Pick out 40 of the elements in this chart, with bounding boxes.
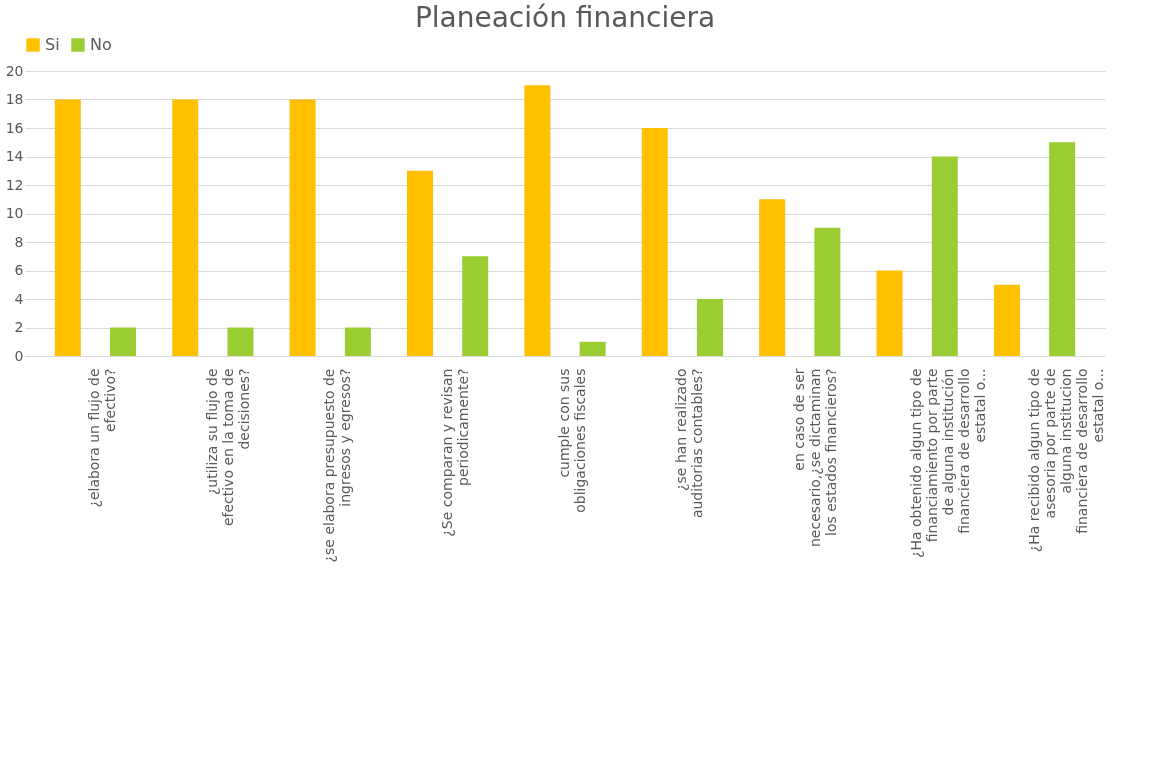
x-tick-label: ¿Ha obtenido algun tipo de financiamiento por parte de alguna institución financiera de desarrollo estatal o... — [908, 368, 989, 559]
x-tick-label: ¿se han realizado auditorias contables? — [673, 368, 706, 519]
bar — [227, 327, 254, 356]
chart-title: Planeación financiera — [414, 1, 716, 34]
bar — [814, 227, 841, 356]
x-tick-label: en caso de ser necesario,¿se dictaminan los estados financieros? — [790, 368, 839, 548]
y-tick-label: 2 — [14, 319, 24, 335]
bar — [579, 341, 606, 356]
x-tick-label: ¿Ha recibido algun tipo de asesoria por parte de alguna institucion financiera de desarrollo estatal o... — [1025, 368, 1106, 553]
bar — [697, 299, 724, 356]
bar — [524, 85, 551, 356]
y-tick-label: 6 — [14, 262, 24, 278]
legend-label: Si — [45, 35, 60, 54]
bar — [289, 99, 316, 356]
bar — [993, 284, 1020, 356]
y-tick-label: 16 — [5, 119, 24, 136]
x-tick-label: ¿utiliza su flujo de efectivo en la toma de decisiones? — [203, 368, 252, 527]
legend-label: No — [90, 35, 112, 54]
bar — [1049, 142, 1076, 356]
bar — [931, 156, 958, 356]
y-tick-label: 14 — [5, 148, 24, 164]
bar — [344, 327, 371, 356]
y-tick-label: 20 — [5, 62, 24, 79]
y-tick-label: 12 — [5, 176, 24, 193]
bar — [462, 256, 489, 356]
x-tick-label: ¿se elabora presupuesto de ingresos y egresos? — [321, 368, 354, 563]
y-tick-label: 18 — [5, 91, 24, 107]
bar — [172, 99, 199, 356]
bar — [110, 327, 137, 356]
bar — [641, 128, 668, 356]
y-tick-label: 4 — [14, 290, 24, 307]
x-tick-label: ¿elabora un flujo de efectivo? — [86, 368, 119, 508]
y-tick-label: 0 — [14, 347, 24, 364]
y-tick-label: 8 — [14, 233, 24, 250]
y-tick-label: 10 — [5, 205, 24, 221]
bar — [759, 199, 786, 356]
x-tick-label: ¿Se comparan y revisan periodicamente? — [438, 368, 471, 537]
bar — [406, 170, 433, 356]
bar — [876, 270, 903, 356]
bar — [54, 99, 81, 356]
